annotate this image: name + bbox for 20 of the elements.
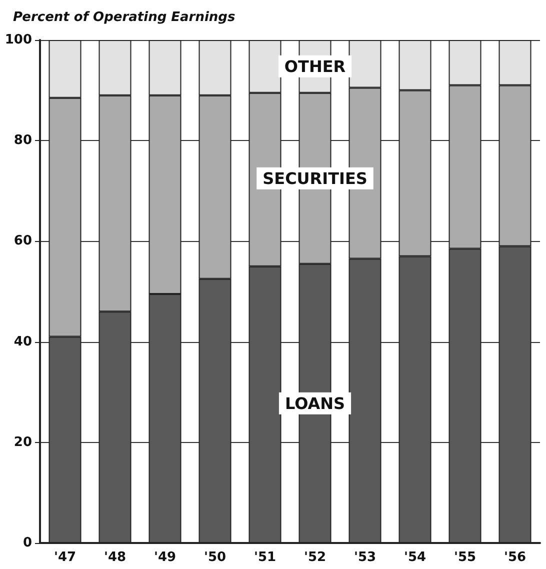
- y-tick-label: 20: [14, 434, 32, 450]
- x-tick-label: '50: [204, 550, 226, 565]
- x-tick-label: '53: [354, 550, 376, 565]
- x-tick-label: '56: [504, 550, 526, 565]
- x-tick-label: '49: [154, 550, 176, 565]
- x-tick-label: '51: [254, 550, 276, 565]
- x-tick-label: '52: [304, 550, 326, 565]
- x-tick-label: '55: [454, 550, 476, 565]
- x-tick-label: '47: [54, 550, 76, 565]
- y-tick-label: 0: [22, 536, 32, 550]
- y-tick-label: 80: [14, 133, 32, 148]
- series-label: SECURITIES: [262, 168, 368, 188]
- series-label: LOANS: [284, 394, 346, 413]
- x-tick-label: '54: [404, 550, 426, 565]
- y-tick-label: 40: [14, 334, 32, 350]
- y-tick-label: 100: [4, 32, 32, 48]
- y-axis-title: Percent of Operating Earnings: [13, 10, 236, 25]
- y-tick-label: 60: [14, 234, 32, 249]
- series-label: OTHER: [284, 56, 346, 76]
- x-tick-label: '48: [104, 550, 126, 565]
